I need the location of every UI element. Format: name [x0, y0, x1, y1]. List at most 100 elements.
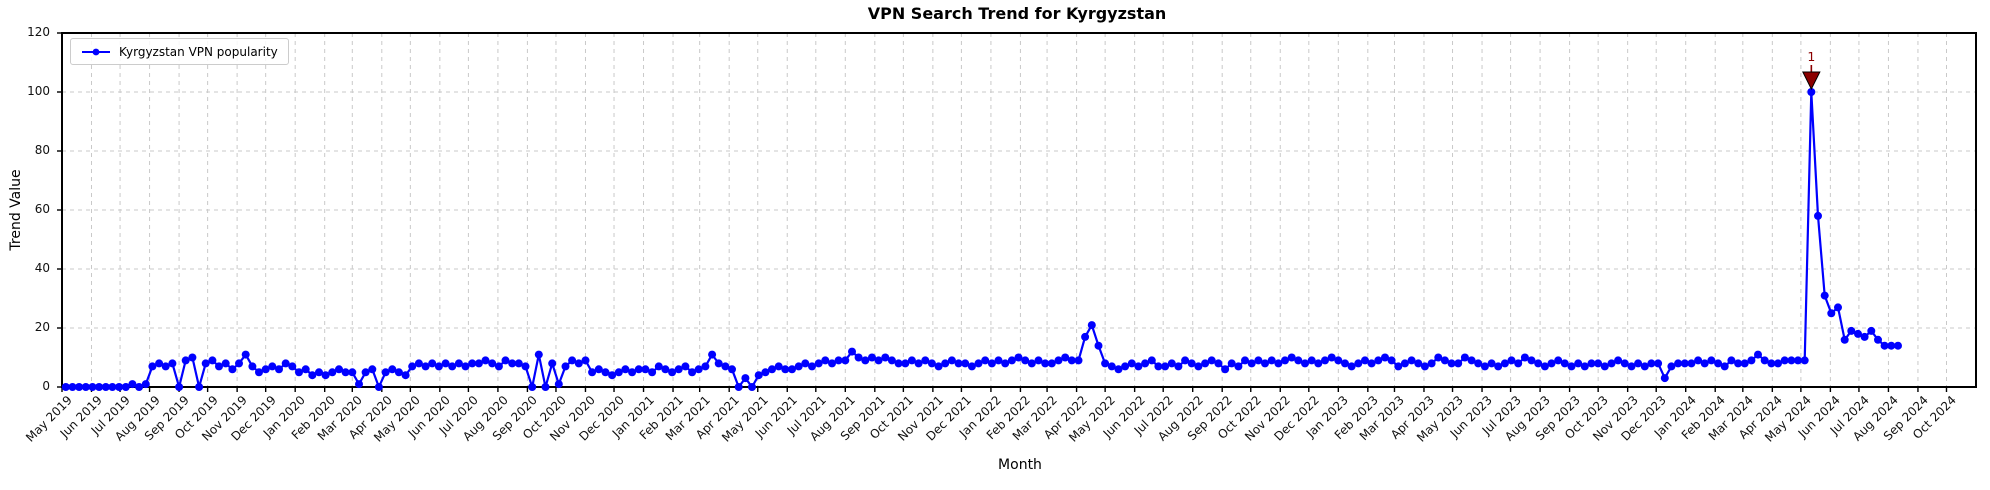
data-point-marker [1494, 362, 1503, 371]
data-point-marker [101, 383, 110, 391]
data-point-marker [1074, 356, 1083, 365]
y-tick-label: 120 [27, 25, 50, 39]
data-point-marker [621, 365, 630, 374]
data-point-marker [694, 365, 703, 374]
data-point-marker [474, 359, 483, 368]
data-point-marker [1754, 350, 1762, 359]
data-point-marker [1480, 362, 1489, 371]
data-point-marker [714, 359, 723, 368]
data-point-marker [1367, 359, 1376, 368]
data-point-marker [1634, 359, 1643, 368]
data-point-marker [1460, 353, 1469, 362]
data-point-marker [61, 383, 70, 391]
data-point-marker [1141, 359, 1150, 368]
data-point-marker [1674, 359, 1683, 368]
data-point-marker [1007, 356, 1016, 365]
data-point-marker [1134, 362, 1143, 371]
legend: Kyrgyzstan VPN popularity [70, 38, 289, 65]
data-point-marker [1680, 359, 1689, 368]
data-point-marker [1780, 356, 1789, 365]
data-point-marker [541, 383, 550, 391]
data-point-marker [255, 368, 263, 377]
data-point-marker [1014, 353, 1023, 362]
data-point-marker [961, 359, 970, 368]
data-point-marker [1327, 353, 1336, 362]
data-point-marker [1334, 356, 1343, 365]
data-point-marker [1254, 356, 1263, 365]
data-point-marker [1067, 356, 1076, 365]
y-tick-label: 0 [42, 379, 50, 393]
data-point-marker [1121, 362, 1130, 371]
data-point-marker [1447, 359, 1456, 368]
data-point-marker [1734, 359, 1743, 368]
data-point-marker [1487, 359, 1496, 368]
data-point-marker [81, 383, 90, 391]
data-point-marker [894, 359, 903, 368]
data-point-marker [1127, 359, 1136, 368]
data-point-marker [601, 368, 610, 377]
legend-label: Kyrgyzstan VPN popularity [119, 44, 278, 59]
data-point-marker [1147, 356, 1156, 365]
annotation-label: 1 [1807, 49, 1815, 64]
data-point-marker [1214, 359, 1223, 368]
data-point-marker [1527, 356, 1536, 365]
data-point-marker [308, 371, 317, 380]
data-point-marker [1660, 374, 1669, 383]
data-point-marker [141, 380, 150, 389]
data-point-marker [841, 356, 850, 365]
data-point-marker [1420, 362, 1429, 371]
data-point-marker [941, 359, 950, 368]
data-point-marker [994, 356, 1003, 365]
data-point-marker [394, 368, 403, 377]
data-point-marker [874, 356, 883, 365]
data-point-marker [434, 362, 443, 371]
data-point-marker [1387, 356, 1396, 365]
data-point-marker [1547, 359, 1556, 368]
data-point-marker [821, 356, 830, 365]
data-point-marker [754, 371, 763, 380]
data-point-marker [161, 362, 170, 371]
data-point-marker [608, 371, 617, 380]
data-point-marker [181, 356, 190, 365]
data-point-marker [1227, 359, 1236, 368]
data-point-marker [468, 359, 477, 368]
data-point-marker [548, 359, 557, 368]
data-point-marker [521, 362, 530, 371]
x-axis-label: Month [998, 457, 1042, 473]
data-point-marker [628, 368, 637, 377]
data-point-marker [261, 365, 270, 374]
data-point-marker [1607, 359, 1616, 368]
data-point-marker [1667, 362, 1676, 371]
data-point-marker [794, 362, 803, 371]
data-point-marker [1054, 356, 1063, 365]
data-point-marker [848, 347, 856, 356]
data-point-marker [241, 350, 250, 359]
data-point-marker [1407, 356, 1416, 365]
data-point-marker [1174, 362, 1183, 371]
data-point-marker [481, 356, 490, 365]
data-point-marker [1001, 359, 1010, 368]
data-point-marker [1294, 356, 1303, 365]
data-point-marker [1807, 88, 1816, 96]
data-point-marker [1094, 341, 1103, 350]
data-point-marker [1887, 341, 1896, 350]
data-point-marker [854, 353, 863, 362]
data-point-marker [235, 359, 243, 368]
data-point-marker [1540, 362, 1549, 371]
data-point-marker [594, 365, 603, 374]
data-point-marker [1101, 359, 1110, 368]
data-point-marker [634, 365, 643, 374]
data-point-marker [301, 365, 310, 374]
data-point-marker [1874, 335, 1882, 344]
data-point-marker [454, 359, 463, 368]
data-point-marker [1021, 356, 1030, 365]
data-point-marker [1287, 353, 1296, 362]
data-point-marker [1727, 356, 1736, 365]
data-point-marker [708, 350, 717, 359]
data-point-marker [574, 359, 583, 368]
data-point-marker [1847, 326, 1856, 335]
data-point-marker [1154, 362, 1163, 371]
data-point-marker [381, 368, 390, 377]
data-point-marker [355, 380, 363, 389]
data-point-marker [1554, 356, 1563, 365]
